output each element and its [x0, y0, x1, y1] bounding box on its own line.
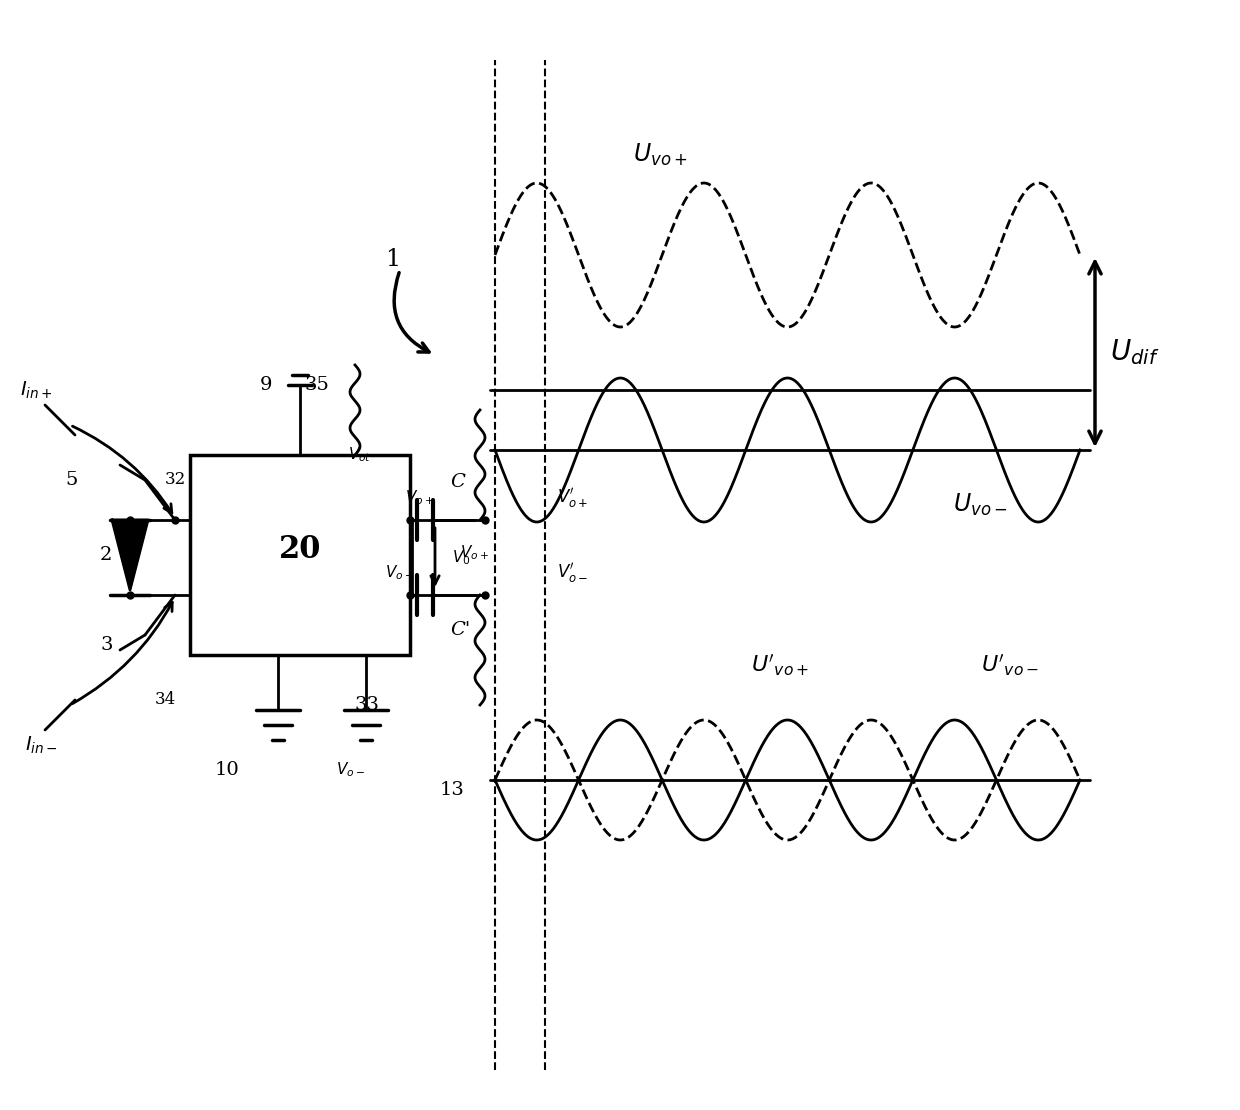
Polygon shape	[112, 519, 148, 591]
Text: $V_{o+}'$: $V_{o+}'$	[557, 486, 588, 509]
Text: 10: 10	[215, 761, 239, 779]
Text: 13: 13	[440, 781, 465, 799]
Text: C': C'	[450, 620, 470, 639]
Text: C: C	[450, 473, 465, 491]
Text: $U_{vo+}$: $U_{vo+}$	[632, 142, 687, 168]
Text: $I_{in-}$: $I_{in-}$	[25, 735, 58, 756]
Text: $V_{o-}$: $V_{o-}$	[384, 564, 414, 583]
Text: 5: 5	[64, 471, 77, 490]
Text: 35: 35	[305, 376, 330, 394]
Text: 1: 1	[384, 249, 401, 272]
Text: $V_{o-}'$: $V_{o-}'$	[557, 561, 588, 585]
Text: 2: 2	[100, 546, 113, 564]
Bar	[190, 455, 410, 655]
Text: 3: 3	[100, 636, 113, 654]
Text: $V_{o-}$: $V_{o-}$	[336, 760, 365, 779]
Text: $V_{o+}$: $V_{o+}$	[405, 488, 434, 507]
Text: 20: 20	[279, 535, 321, 565]
Text: 32: 32	[165, 472, 186, 488]
Text: $I_{in+}$: $I_{in+}$	[20, 380, 53, 401]
Text: 34: 34	[155, 692, 176, 708]
Text: $V_{ot}$: $V_{ot}$	[348, 445, 372, 464]
Text: $U'_{vo+}$: $U'_{vo+}$	[751, 653, 808, 677]
Text: $U'_{vo-}$: $U'_{vo-}$	[981, 653, 1039, 677]
Text: 9: 9	[260, 376, 273, 394]
Text: $U_{dif}$: $U_{dif}$	[1110, 337, 1159, 367]
Text: 33: 33	[355, 696, 379, 714]
Text: $V_{o+}$: $V_{o+}$	[460, 543, 489, 562]
Text: $U_{vo-}$: $U_{vo-}$	[952, 492, 1007, 518]
Text: $V_0$: $V_0$	[453, 548, 470, 567]
